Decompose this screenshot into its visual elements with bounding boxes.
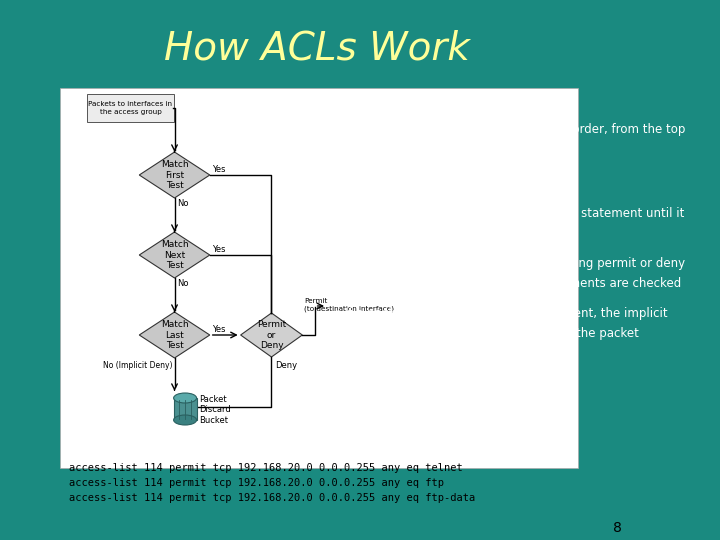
Text: Once a match is found, the corresponding permit or deny: Once a match is found, the corresponding… xyxy=(345,256,685,269)
Text: Deny: Deny xyxy=(275,361,297,369)
Text: access-list 114 permit tcp 192.168.20.0 0.0.0.255 any eq ftp-data: access-list 114 permit tcp 192.168.20.0 … xyxy=(68,493,475,503)
Text: ACL statements operate in sequential order, from the top: ACL statements operate in sequential ord… xyxy=(345,124,685,137)
Text: access-list 114 permit tcp 192.168.20.0 0.0.0.255 any eq ftp: access-list 114 permit tcp 192.168.20.0 … xyxy=(68,478,444,488)
Text: If a packet does not match any statement, the implicit: If a packet does not match any statement… xyxy=(345,307,667,320)
Text: Yes: Yes xyxy=(212,326,225,334)
Polygon shape xyxy=(139,232,210,278)
Ellipse shape xyxy=(174,393,197,403)
Text: Permit
or
Deny: Permit or Deny xyxy=(257,320,286,350)
FancyBboxPatch shape xyxy=(60,88,578,468)
Text: finds a match: finds a match xyxy=(345,226,426,240)
FancyBboxPatch shape xyxy=(174,398,197,420)
Text: Yes: Yes xyxy=(212,165,225,174)
Text: Packet
Discard
Bucket: Packet Discard Bucket xyxy=(199,395,231,425)
Text: Packets to interfaces in
the access group: Packets to interfaces in the access grou… xyxy=(89,102,173,115)
Text: deny all at the end of every ACL drops the packet: deny all at the end of every ACL drops t… xyxy=(345,327,639,340)
Polygon shape xyxy=(139,152,210,198)
Text: Match
First
Test: Match First Test xyxy=(161,160,189,190)
Text: 8: 8 xyxy=(613,521,622,535)
Polygon shape xyxy=(240,313,302,357)
Text: Yes: Yes xyxy=(212,246,225,254)
Text: access-list 114 permit tcp 192.168.20.0 0.0.0.255 any eq telnet: access-list 114 permit tcp 192.168.20.0 … xyxy=(68,463,462,473)
Text: How ACLs Work: How ACLs Work xyxy=(164,29,470,67)
Text: Each packet is tested against each ACL statement until it: Each packet is tested against each ACL s… xyxy=(345,206,684,219)
Text: No: No xyxy=(177,199,189,208)
Ellipse shape xyxy=(174,415,197,425)
Text: Match
Last
Test: Match Last Test xyxy=(161,320,189,350)
Text: Permit
(to destination interface): Permit (to destination interface) xyxy=(304,298,394,312)
Polygon shape xyxy=(139,312,210,358)
Text: No (Implicit Deny): No (Implicit Deny) xyxy=(103,361,172,370)
Text: Match
Next
Test: Match Next Test xyxy=(161,240,189,270)
Text: There is an implicit deny for all: There is an implicit deny for all xyxy=(345,372,528,384)
FancyBboxPatch shape xyxy=(87,94,174,122)
Text: No: No xyxy=(177,280,189,288)
Text: action is applied and NO further statements are checked: action is applied and NO further stateme… xyxy=(345,276,681,289)
